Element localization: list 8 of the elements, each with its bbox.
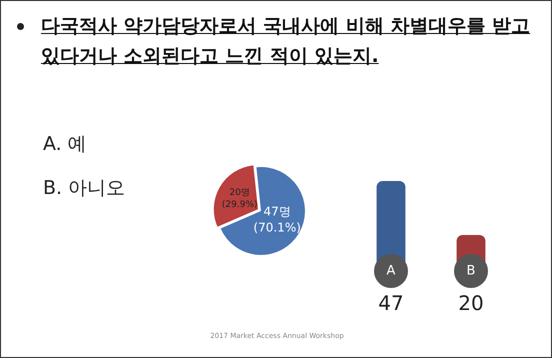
chart-title: 다국적사 약가담당자로서 국내사에 비해 차별대우를 받고 있다거나 소외된다고 느낀 적이 있는지. — [41, 14, 531, 69]
data-label: 20명 (29.9%) — [222, 188, 258, 210]
data-label: 20 — [458, 291, 484, 316]
text: A. 예 — [43, 132, 87, 157]
text: B. 아니오 — [43, 176, 126, 201]
x-tick-label: B — [466, 263, 476, 278]
x-tick-label: A — [386, 263, 396, 278]
data-label: 47 — [378, 291, 404, 316]
